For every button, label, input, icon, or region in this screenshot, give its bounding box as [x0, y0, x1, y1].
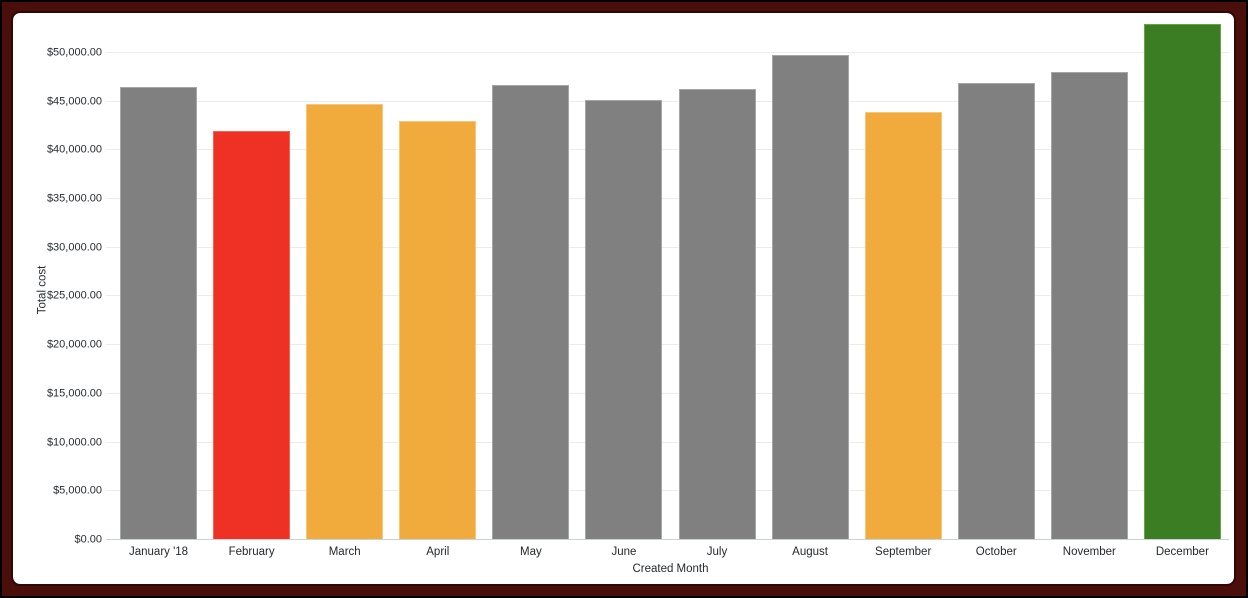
bar-slot: [764, 23, 857, 540]
chart-card: Total cost $0.00 $5,000.00 $10,000.00 $15,0…: [11, 11, 1236, 586]
bar-slot: [298, 23, 391, 540]
y-tick-label: $50,000.00: [46, 46, 102, 59]
bar-april[interactable]: [399, 121, 477, 540]
y-tick-label: $45,000.00: [46, 95, 102, 108]
bar-january-18[interactable]: [120, 86, 198, 540]
y-tick-label: $20,000.00: [46, 338, 102, 351]
gridline: [106, 100, 1229, 102]
bar-slot: [112, 23, 205, 540]
x-axis-tick-labels: January '18 February March April May June July…: [112, 546, 1229, 559]
bar-slot: [391, 23, 484, 540]
y-tick-label: $10,000.00: [46, 436, 102, 449]
bar-slot: [857, 23, 950, 540]
bar-june[interactable]: [585, 99, 663, 540]
bar-february[interactable]: [213, 130, 291, 540]
gridline: [106, 344, 1229, 346]
bar-may[interactable]: [492, 84, 570, 540]
bar-slot: [1136, 23, 1229, 540]
y-tick-label: $35,000.00: [46, 192, 102, 205]
y-tick-label: $25,000.00: [46, 289, 102, 302]
y-tick-label: $15,000.00: [46, 387, 102, 400]
bar-october[interactable]: [957, 83, 1035, 540]
gridline: [106, 441, 1229, 443]
x-tick-label: May: [519, 546, 542, 558]
gridline: [106, 51, 1229, 53]
x-tick-label: December: [1155, 546, 1209, 558]
gridline: [106, 197, 1229, 199]
gridline: [106, 490, 1229, 492]
x-tick-label: March: [328, 546, 361, 558]
bar-slot: [1043, 23, 1136, 540]
bar-july[interactable]: [678, 88, 756, 540]
bar-slot: [670, 23, 763, 540]
bar-march[interactable]: [306, 104, 384, 540]
x-tick-label: April: [426, 546, 450, 558]
y-tick-label: $0.00: [74, 533, 102, 546]
x-tick-label: June: [611, 546, 637, 558]
gridline: [106, 392, 1229, 394]
y-tick-label: $40,000.00: [46, 143, 102, 156]
bar-december[interactable]: [1143, 23, 1221, 540]
x-tick-label: January '18: [128, 546, 189, 558]
x-tick-label: November: [1062, 546, 1116, 558]
x-tick-label: February: [228, 546, 275, 558]
x-axis-title: Created Month: [632, 563, 709, 575]
x-tick-label: July: [706, 546, 728, 558]
y-tick-label: $30,000.00: [46, 241, 102, 254]
gridline: [106, 246, 1229, 248]
x-tick-label: September: [875, 546, 932, 558]
gridline: [106, 149, 1229, 151]
bar-slot: [484, 23, 577, 540]
bar-november[interactable]: [1050, 72, 1128, 540]
bar-august[interactable]: [771, 54, 849, 540]
gridline: [106, 295, 1229, 297]
x-axis-line: [106, 539, 1229, 540]
bar-september[interactable]: [864, 112, 942, 540]
plot-area: $0.00 $5,000.00 $10,000.00 $15,000.00 $20,00…: [47, 23, 1229, 558]
bar-slot: [950, 23, 1043, 540]
y-tick-label: $5,000.00: [53, 484, 102, 497]
bars-layer: [112, 23, 1229, 540]
bar-slot: [205, 23, 298, 540]
bar-slot: [577, 23, 670, 540]
x-tick-label: October: [975, 546, 1017, 558]
x-tick-label: August: [792, 546, 828, 558]
